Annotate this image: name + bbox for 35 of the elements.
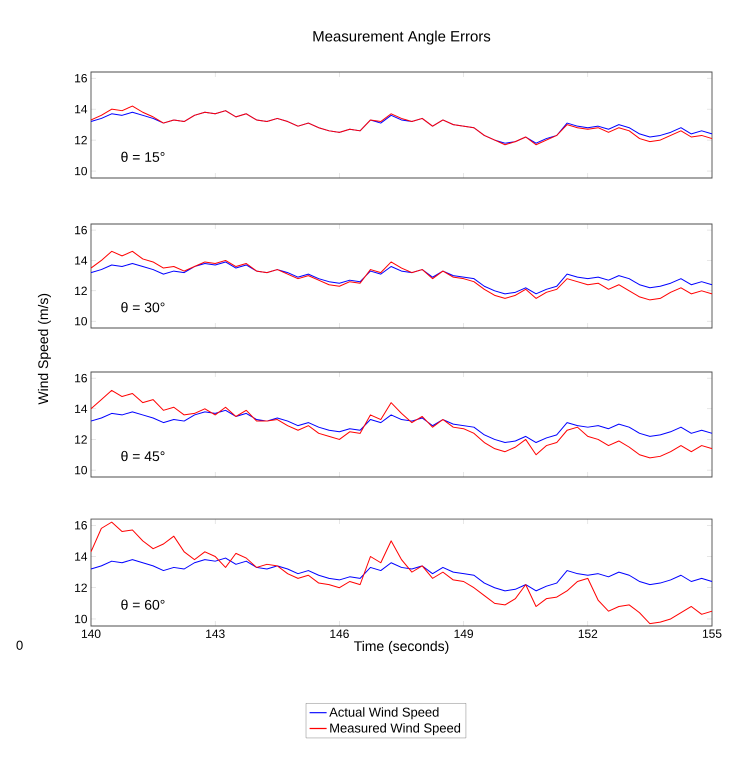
y-tick-label: 12: [75, 584, 87, 592]
y-tick-label: 10: [75, 466, 88, 474]
y-tick-label: 14: [75, 404, 88, 413]
annotation: θ = 15°: [121, 152, 164, 162]
y-tick-label: 16: [75, 74, 87, 82]
y-tick-label: 12: [75, 435, 87, 444]
chart-title: Measurement Angle Errors: [313, 30, 490, 45]
y-tick-label: 14: [75, 105, 88, 114]
x-tick-label: 143: [206, 630, 225, 638]
line-series: [90, 522, 712, 624]
legend-label: Measured Wind Speed: [330, 723, 460, 736]
y-tick-label: 10: [75, 316, 88, 326]
y-tick-label: 10: [75, 166, 88, 176]
x-tick-label: 140: [82, 630, 101, 638]
x-axis-title: Time (seconds): [354, 640, 448, 654]
y-tick-label: 12: [75, 286, 87, 295]
annotation: θ = 30°: [121, 302, 164, 312]
y-tick-label: 16: [75, 226, 87, 234]
legend-label: Actual Wind Speed: [329, 707, 439, 720]
annotation: θ = 60°: [121, 599, 164, 610]
x-tick-label: 146: [330, 630, 349, 638]
y-tick-label: 14: [75, 552, 88, 561]
y-tick-label: 14: [75, 256, 88, 265]
line-series: [90, 261, 712, 294]
text: 0: [16, 640, 23, 650]
y-tick-label: 12: [75, 136, 87, 144]
y-tick-label: 16: [75, 521, 87, 530]
x-tick-label: 152: [578, 630, 598, 638]
y-tick-label: 10: [75, 614, 88, 624]
y-tick-label: 16: [75, 374, 87, 382]
y-axis-title: Wind Speed (m/s): [38, 294, 51, 405]
line-series: [90, 558, 712, 592]
annotation: θ = 45°: [121, 450, 164, 462]
x-tick-label: 155: [702, 630, 722, 638]
x-tick-label: 149: [454, 630, 473, 638]
